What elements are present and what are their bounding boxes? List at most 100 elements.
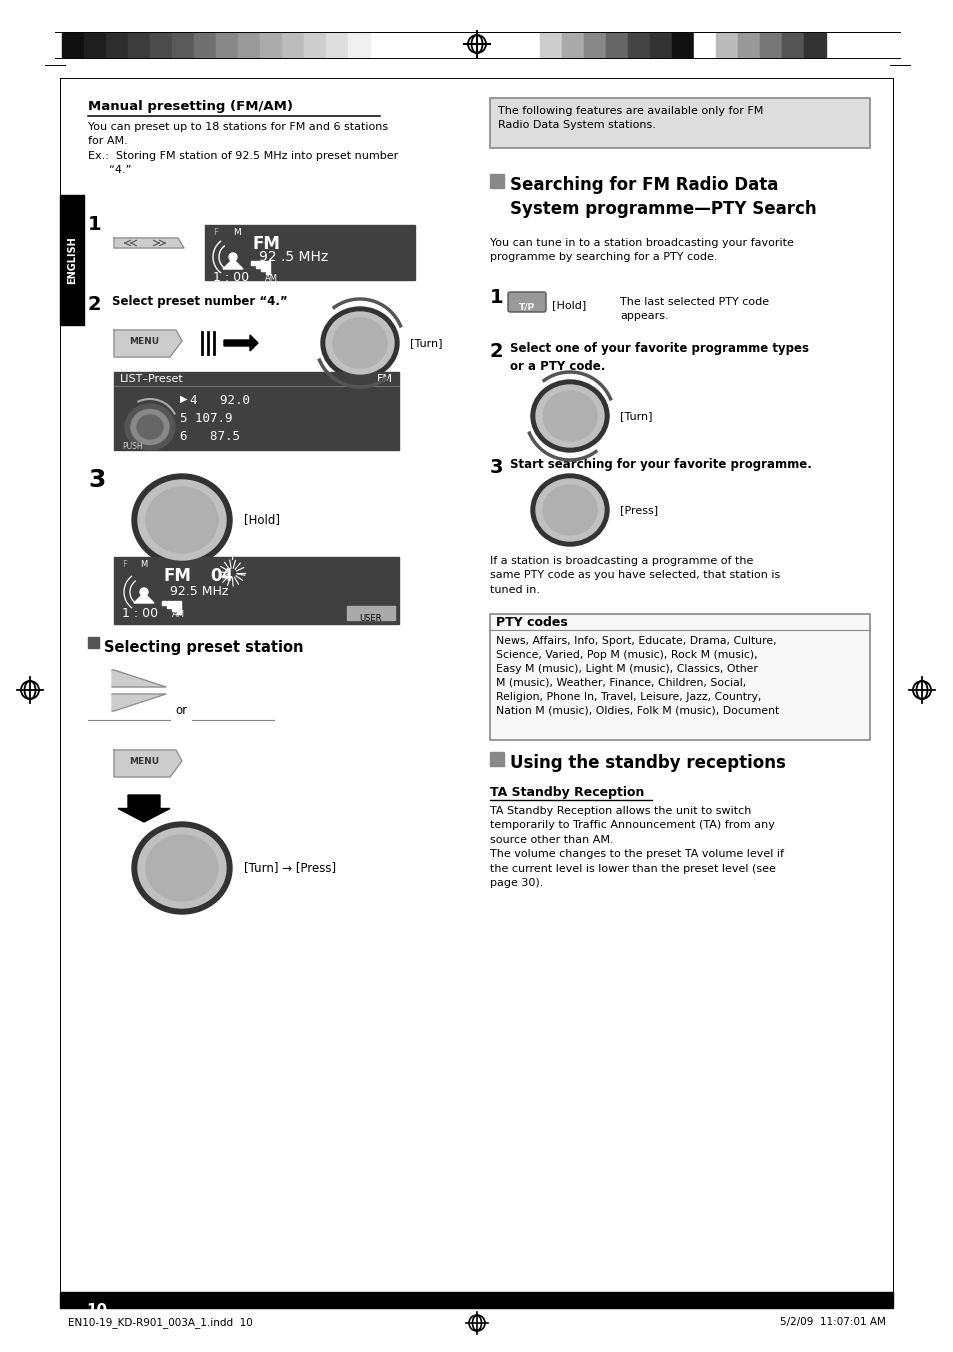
Text: TA Standby Reception allows the unit to switch
temporarily to Traffic Announceme: TA Standby Reception allows the unit to …	[490, 806, 783, 888]
Text: Select preset number “4.”: Select preset number “4.”	[112, 295, 288, 308]
Bar	[88, 637, 99, 648]
Bar	[162, 602, 166, 604]
Bar	[251, 261, 254, 265]
Bar	[62, 32, 84, 57]
Ellipse shape	[132, 475, 232, 566]
Bar	[113, 372, 398, 450]
Ellipse shape	[531, 475, 608, 546]
Text: 5 107.9: 5 107.9	[180, 412, 233, 425]
Bar	[60, 195, 84, 324]
Text: 04: 04	[210, 566, 233, 585]
Bar	[671, 32, 693, 57]
Bar	[781, 32, 803, 57]
Bar	[490, 614, 869, 740]
Text: FM: FM	[376, 375, 393, 384]
Bar	[172, 32, 193, 57]
Bar	[172, 602, 175, 611]
Text: PUSH: PUSH	[122, 442, 143, 452]
Polygon shape	[133, 594, 153, 603]
Text: [Hold]: [Hold]	[244, 514, 280, 526]
Ellipse shape	[542, 485, 597, 535]
Text: EN10-19_KD-R901_003A_1.indd  10: EN10-19_KD-R901_003A_1.indd 10	[68, 1317, 253, 1328]
Bar	[150, 32, 172, 57]
Polygon shape	[112, 694, 166, 711]
Bar	[282, 32, 304, 57]
Text: USER: USER	[359, 614, 382, 623]
Circle shape	[140, 588, 148, 596]
Bar	[803, 32, 825, 57]
Bar	[205, 224, 415, 280]
Bar	[490, 97, 869, 147]
Text: 2: 2	[88, 295, 102, 314]
Text: [Press]: [Press]	[619, 506, 658, 515]
Text: 1 : 00: 1 : 00	[213, 270, 249, 284]
Ellipse shape	[542, 391, 597, 441]
Text: 92 .5 MHz: 92 .5 MHz	[258, 250, 328, 264]
Bar	[255, 261, 260, 268]
Text: TA Standby Reception: TA Standby Reception	[490, 786, 643, 799]
Text: [Hold]: [Hold]	[552, 300, 586, 310]
Text: F: F	[122, 560, 127, 569]
Text: ENGLISH: ENGLISH	[67, 237, 77, 284]
Text: If a station is broadcasting a programme of the
same PTY code as you have select: If a station is broadcasting a programme…	[490, 556, 780, 595]
Text: or: or	[174, 704, 187, 717]
Text: T/P: T/P	[518, 301, 535, 311]
Text: 4   92.0: 4 92.0	[190, 393, 250, 407]
Polygon shape	[113, 238, 184, 247]
Bar	[561, 32, 583, 57]
Bar	[347, 606, 395, 621]
Text: [Turn]: [Turn]	[410, 338, 442, 347]
Bar	[260, 32, 282, 57]
Text: [Turn] → [Press]: [Turn] → [Press]	[244, 861, 335, 875]
Polygon shape	[223, 260, 243, 269]
Bar	[490, 752, 503, 767]
FancyBboxPatch shape	[507, 292, 545, 312]
Text: F: F	[213, 228, 218, 237]
Bar	[266, 261, 270, 274]
Polygon shape	[113, 750, 182, 777]
Bar	[716, 32, 738, 57]
Text: M: M	[233, 228, 240, 237]
Text: Using the standby receptions: Using the standby receptions	[510, 754, 785, 772]
Bar	[261, 261, 265, 270]
Ellipse shape	[125, 404, 174, 450]
Text: 1 : 00: 1 : 00	[122, 607, 158, 621]
Bar	[326, 32, 348, 57]
Bar	[193, 32, 215, 57]
Bar	[348, 32, 370, 57]
Bar	[539, 32, 561, 57]
Bar	[738, 32, 760, 57]
Ellipse shape	[132, 822, 232, 914]
Ellipse shape	[536, 385, 603, 448]
Text: PTY codes: PTY codes	[496, 617, 567, 629]
Text: 2: 2	[490, 342, 503, 361]
Text: 6   87.5: 6 87.5	[180, 430, 240, 443]
Text: 3: 3	[490, 458, 503, 477]
Text: 5/2/09  11:07:01 AM: 5/2/09 11:07:01 AM	[780, 1317, 885, 1328]
Text: AM: AM	[172, 610, 185, 619]
Polygon shape	[224, 335, 257, 352]
Text: [Turn]: [Turn]	[619, 411, 652, 420]
Bar	[237, 32, 260, 57]
Ellipse shape	[137, 415, 163, 439]
Text: ▶: ▶	[180, 393, 188, 404]
Text: Searching for FM Radio Data
System programme—PTY Search: Searching for FM Radio Data System progr…	[510, 176, 816, 218]
Text: FM: FM	[164, 566, 192, 585]
Bar	[649, 32, 671, 57]
Text: You can tune in to a station broadcasting your favorite
programme by searching f: You can tune in to a station broadcastin…	[490, 238, 793, 262]
Text: MENU: MENU	[129, 338, 159, 346]
Text: Select one of your favorite programme types
or a PTY code.: Select one of your favorite programme ty…	[510, 342, 808, 373]
Circle shape	[229, 253, 236, 261]
Text: 92.5 MHz: 92.5 MHz	[170, 585, 228, 598]
Bar	[693, 32, 716, 57]
Text: You can preset up to 18 stations for FM and 6 stations
for AM.
Ex.:  Storing FM : You can preset up to 18 stations for FM …	[88, 122, 397, 176]
Polygon shape	[118, 795, 170, 822]
Ellipse shape	[326, 312, 394, 375]
Text: The following features are available only for FM
Radio Data System stations.: The following features are available onl…	[497, 105, 762, 130]
Bar	[490, 174, 503, 188]
Text: News, Affairs, Info, Sport, Educate, Drama, Culture,
Science, Varied, Pop M (mus: News, Affairs, Info, Sport, Educate, Dra…	[496, 635, 779, 717]
Text: AM: AM	[265, 274, 277, 283]
Bar	[167, 602, 171, 608]
Bar	[760, 32, 781, 57]
Bar	[627, 32, 649, 57]
